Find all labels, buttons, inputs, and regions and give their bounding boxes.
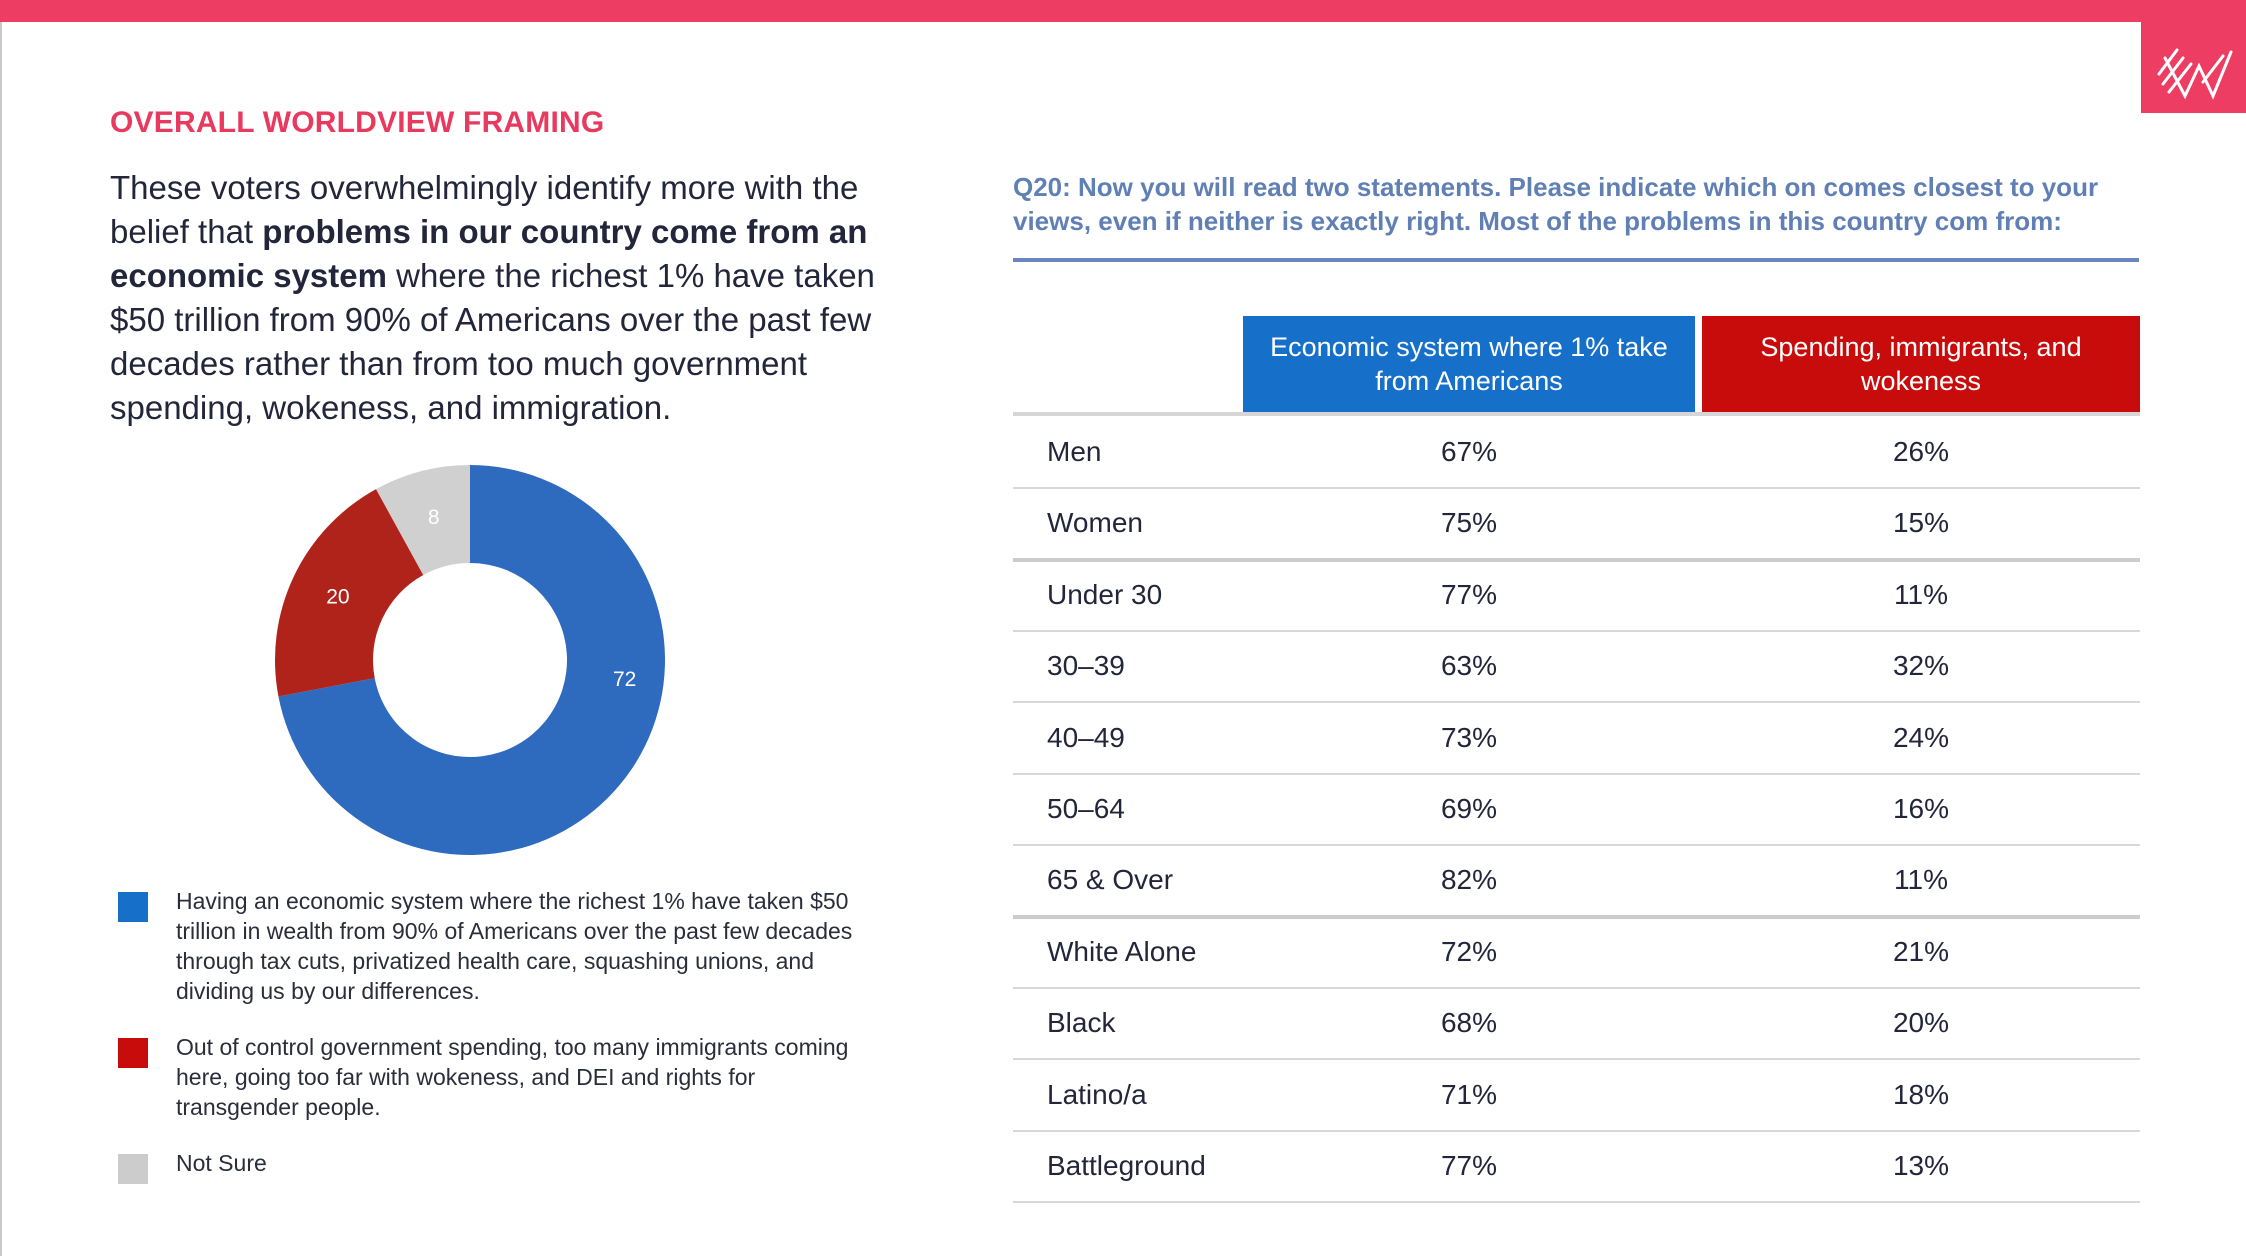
row-spending-value: 11%: [1894, 864, 1948, 896]
row-label: Black: [1047, 1007, 1116, 1039]
row-economic-value: 77%: [1440, 578, 1498, 610]
row-label: Battleground: [1047, 1150, 1206, 1181]
donut-chart: 72 20 8: [275, 465, 665, 855]
top-accent-bar: [0, 0, 2246, 22]
table-row: Battleground 77% 13%: [1013, 1130, 2140, 1203]
row-spending-value: 32%: [1892, 650, 1950, 682]
row-economic-value: 82%: [1440, 864, 1498, 896]
question-text: Q20: Now you will read two statements. P…: [1013, 172, 2099, 236]
donut-slice-economic: [278, 465, 665, 855]
table-row: Latino/a 71% 18%: [1013, 1059, 2140, 1132]
legend-text-spending: Out of control government spending, too …: [176, 1034, 849, 1120]
table-row: 50–64 69% 16%: [1013, 773, 2140, 846]
row-spending-value: 18%: [1892, 1078, 1950, 1110]
legend-swatch-blue: [118, 892, 148, 922]
table-row: Black 68% 20%: [1013, 987, 2140, 1061]
legend-text-economic: Having an economic system where the rich…: [176, 888, 853, 1004]
donut-slice-spending: [275, 489, 424, 697]
table-row: Under 30 77% 11%: [1013, 559, 2140, 632]
row-economic-value: 69%: [1440, 793, 1498, 824]
row-spending-value: 21%: [1892, 935, 1950, 967]
row-label: Latino/a: [1047, 1078, 1147, 1110]
table-row: Women 75% 15%: [1013, 487, 2140, 563]
row-spending-value: 13%: [1892, 1150, 1950, 1181]
table-row: Men 67% 26%: [1013, 416, 2140, 489]
legend-text-not-sure: Not Sure: [176, 1150, 267, 1176]
row-spending-value: 15%: [1892, 507, 1950, 539]
row-economic-value: 71%: [1440, 1078, 1498, 1110]
row-economic-value: 73%: [1440, 721, 1498, 753]
donut-label: 20: [326, 585, 349, 608]
table-header-rule: [1013, 412, 2140, 416]
row-economic-value: 63%: [1440, 650, 1498, 682]
brand-logo: [2141, 22, 2246, 113]
row-spending-value: 20%: [1892, 1007, 1950, 1039]
row-label: Women: [1047, 507, 1143, 539]
row-economic-value: 72%: [1440, 935, 1498, 967]
row-spending-value: 26%: [1892, 436, 1950, 467]
intro-paragraph: These voters overwhelmingly identify mor…: [110, 166, 910, 430]
row-spending-value: 24%: [1892, 721, 1950, 753]
intro-text-2: where the richest 1% have taken $50 tril…: [110, 257, 875, 426]
intro-text-1: These voters overwhelmingly identify mor…: [110, 169, 859, 250]
donut-slice-not-sure: [376, 465, 470, 575]
table-header-economic: Economic system where 1% take from Ameri…: [1243, 316, 1695, 412]
legend-swatch-grey: [118, 1154, 148, 1184]
left-border: [0, 22, 2, 1256]
row-label: Men: [1047, 436, 1102, 467]
row-economic-value: 75%: [1440, 507, 1498, 539]
row-label: 50–64: [1047, 793, 1125, 824]
row-spending-value: 16%: [1892, 793, 1950, 824]
row-label: 30–39: [1047, 650, 1125, 682]
row-label: White Alone: [1047, 935, 1197, 967]
legend-swatch-red: [118, 1038, 148, 1068]
row-economic-value: 77%: [1440, 1150, 1498, 1181]
intro-bold-text: problems in our country come from an eco…: [110, 213, 868, 294]
table-row: 40–49 73% 24%: [1013, 702, 2140, 775]
row-economic-value: 67%: [1440, 436, 1498, 467]
row-spending-value: 11%: [1894, 578, 1948, 610]
donut-label: 72: [613, 668, 636, 691]
row-economic-value: 68%: [1440, 1007, 1498, 1039]
table-row: White Alone 72% 21%: [1013, 916, 2140, 989]
donut-label: 8: [428, 506, 440, 529]
row-label: Under 30: [1047, 578, 1163, 610]
table-header-spending: Spending, immigrants, and wokeness: [1702, 316, 2140, 412]
section-title: OVERALL WORLDVIEW FRAMING: [110, 106, 605, 139]
table-row: 65 & Over 82% 11%: [1013, 844, 2140, 920]
row-label: 65 & Over: [1047, 864, 1174, 896]
logo-mark-icon: [2157, 48, 2233, 100]
row-label: 40–49: [1047, 721, 1125, 753]
question-divider: [1013, 258, 2139, 262]
table-row: 30–39 63% 32%: [1013, 630, 2140, 704]
